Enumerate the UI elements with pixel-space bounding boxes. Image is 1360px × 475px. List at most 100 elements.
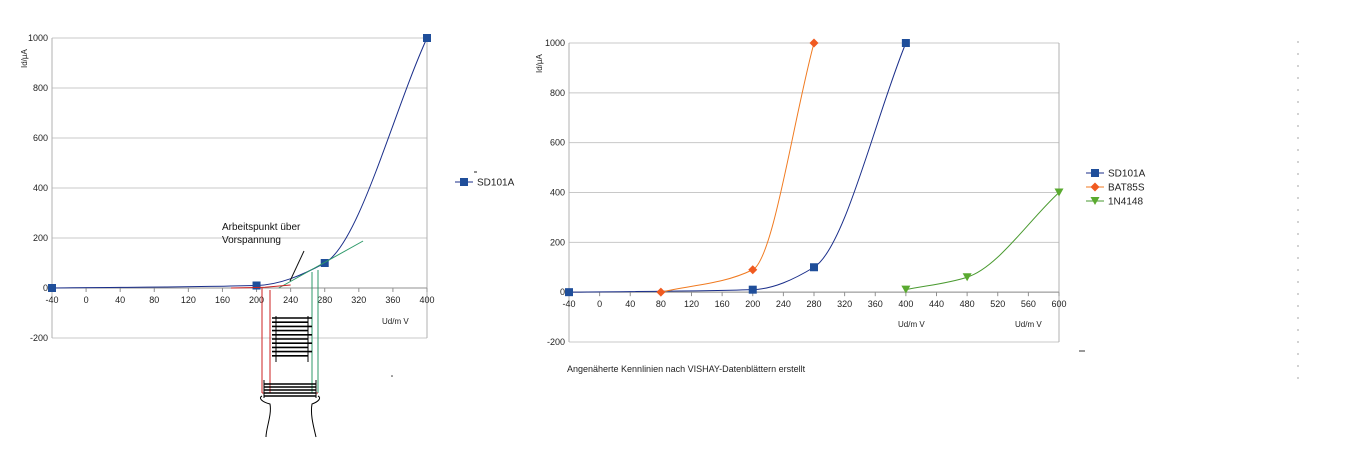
y-tick-label: -200 [547,337,565,347]
x-tick-label: 560 [1021,299,1036,309]
x-tick-label: 0 [84,295,89,305]
data-point-SD101A [423,34,431,42]
x-tick-label: 240 [776,299,791,309]
edge-dot [1297,353,1299,355]
series-line-SD101A [51,37,428,289]
edge-dot [1297,329,1299,331]
x-tick-label: 360 [385,295,400,305]
legend-marker-SD101A [460,178,468,186]
edge-dot [1297,77,1299,79]
legend-label-BAT85S: BAT85S [1108,183,1145,194]
y-tick-label: 200 [550,237,565,247]
annotation-pointer [289,250,305,282]
edge-dot [1297,197,1299,199]
legend: SD101A [455,178,515,189]
x-tick-label: 400 [898,299,913,309]
chart-right: -200 0 200 400 600 800 1000 -40 0 40 80 120 160 200 24… [535,38,1146,347]
chart-left: -200 0 200 400 600 800 1000 -40 0 40 80 120 160 200 24… [20,33,515,343]
edge-dot [1297,161,1299,163]
y-tick-label: 600 [550,138,565,148]
edge-dot [1297,53,1299,55]
bias-circuit-sketch [259,270,1085,438]
x-tick-label: 280 [317,295,332,305]
x-tick-label: 240 [283,295,298,305]
x-tick-label: 320 [351,295,366,305]
y-tick-label: 0 [560,287,565,297]
data-point-BAT85S [656,287,666,297]
x-tick-label: 80 [656,299,666,309]
x-tick-label: 40 [625,299,635,309]
series-SD101A [48,34,431,292]
x-tick-label: 600 [1051,299,1066,309]
data-point-SD101A [320,259,329,267]
data-point-1N4148 [962,273,972,282]
annotation-line-2: Vorspannung [222,235,281,246]
data-point-SD101A [901,39,910,47]
y-tick-label: 1000 [545,38,565,48]
y-tick-label: 200 [33,233,48,243]
x-tick-label: 440 [929,299,944,309]
edge-dot [1297,185,1299,187]
y-tick-label: 400 [33,183,48,193]
x-tick-label: 40 [115,295,125,305]
legend-label-SD101A: SD101A [1108,169,1146,180]
edge-dot [1297,173,1299,175]
x-tick-label: 280 [806,299,821,309]
edge-dot [1297,377,1299,379]
y-axis-label: Id/µA [20,48,29,68]
x-tick-label: 400 [419,295,434,305]
x-tick-label: 480 [960,299,975,309]
y-tick-label: 0 [43,283,48,293]
edge-dot [1297,245,1299,247]
legend: SD101A BAT85S 1N4148 [1086,169,1146,208]
data-point-1N4148 [901,285,911,294]
data-point-SD101A [748,285,757,294]
legend-marker-BAT85S [1090,182,1100,192]
x-tick-label: -40 [562,299,575,309]
x-tick-label: 160 [215,295,230,305]
x-tick-label: 80 [149,295,159,305]
x-tick-label: 0 [597,299,602,309]
x-axis-label: Ud/m V [1015,320,1042,329]
x-tick-label: 360 [868,299,883,309]
edge-dot [1297,317,1299,319]
edge-dot [1297,281,1299,283]
edge-dot [1297,41,1299,43]
stray-dot [391,375,393,377]
edge-dot [1297,101,1299,103]
tangent-line [278,240,364,289]
series-BAT85S [656,38,819,297]
x-tick-label: 160 [715,299,730,309]
edge-dot [1297,89,1299,91]
series-1N4148 [901,188,1064,294]
y-tick-label: 1000 [28,33,48,43]
edge-dot [1297,257,1299,259]
edge-dot [1297,269,1299,271]
y-tick-label: 400 [550,188,565,198]
legend-marker-1N4148 [1090,197,1100,205]
edge-dot [1297,113,1299,115]
edge-dot [1297,341,1299,343]
series-line-SD101A [568,42,907,293]
legend-label-SD101A: SD101A [477,178,515,189]
edge-dot [1297,305,1299,307]
x-tick-label: 120 [181,295,196,305]
edge-dot [1297,365,1299,367]
edge-dot [1297,149,1299,151]
y-tick-label: 600 [33,133,48,143]
edge-dot [1297,65,1299,67]
chart-caption: Angenäherte Kennlinien nach VISHAY-Daten… [567,364,806,374]
edge-dot [1297,233,1299,235]
data-point-BAT85S [748,265,758,275]
data-point-SD101A [810,263,818,272]
series-line-1N4148 [905,192,1060,291]
x-tick-label: -40 [45,295,58,305]
data-point-SD101A [565,288,573,297]
y-tick-label: 800 [33,83,48,93]
edge-dot [1297,293,1299,295]
x-axis-label: Ud/m V [898,320,925,329]
series-line-BAT85S [660,42,815,293]
x-tick-label: 200 [745,299,760,309]
legend-marker-SD101A [1091,169,1099,177]
